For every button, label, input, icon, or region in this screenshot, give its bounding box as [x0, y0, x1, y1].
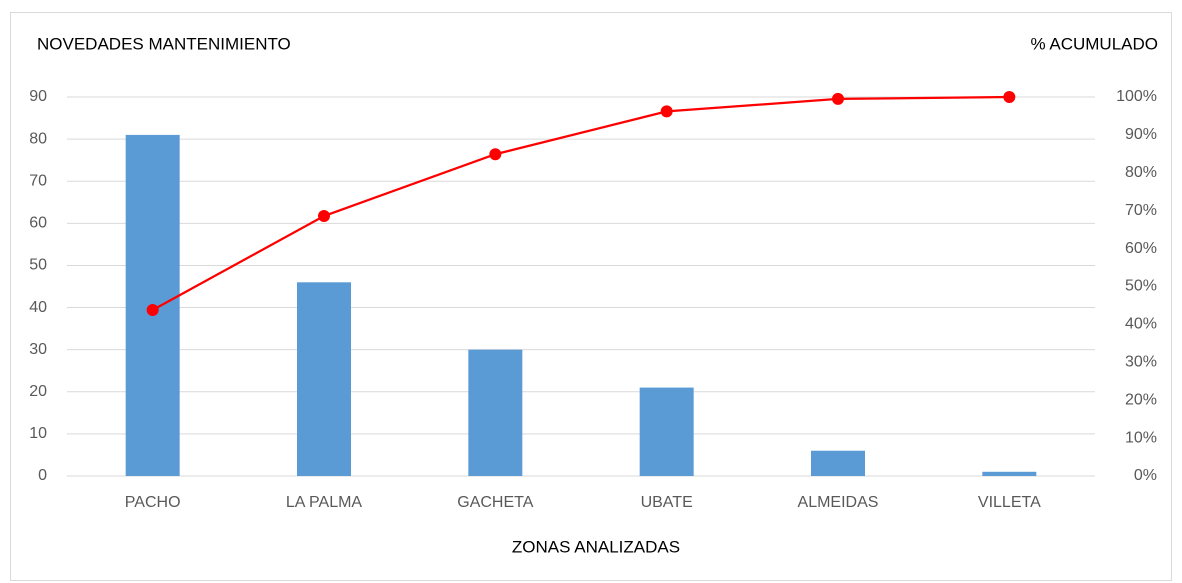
x-axis-title: ZONAS ANALIZADAS: [512, 537, 680, 556]
y2-tick-label: 90%: [1125, 126, 1157, 143]
y-tick-label: 40: [29, 299, 47, 316]
x-tick-label: ALMEIDAS: [798, 494, 879, 511]
y2-tick-label: 100%: [1116, 88, 1157, 105]
x-tick-label: LA PALMA: [286, 494, 363, 511]
y2-axis-title: % ACUMULADO: [1030, 34, 1158, 53]
cumulative-point: [832, 92, 844, 105]
y-tick-label: 20: [29, 383, 47, 400]
cumulative-point: [1003, 91, 1016, 103]
y-tick-label: 10: [29, 425, 47, 442]
chart-border: [10, 12, 1172, 581]
y-tick-label: 70: [29, 172, 47, 189]
y-tick-label: 60: [29, 215, 47, 232]
y-tick-label: 0: [38, 467, 47, 484]
y2-tick-label: 0%: [1134, 467, 1157, 484]
y-axis-title: NOVEDADES MANTENIMIENTO: [37, 34, 291, 53]
y2-tick-label: 50%: [1125, 278, 1157, 295]
y2-tick-label: 80%: [1125, 164, 1157, 181]
bar: [297, 282, 351, 476]
y-tick-label: 50: [29, 257, 47, 274]
bar: [811, 450, 865, 476]
y-tick-label: 30: [29, 341, 47, 358]
x-tick-label: PACHO: [125, 494, 181, 511]
cumulative-point: [318, 210, 330, 223]
bar: [468, 349, 523, 476]
y2-tick-label: 10%: [1125, 429, 1157, 446]
y2-tick-label: 40%: [1125, 316, 1157, 333]
y2-tick-label: 30%: [1125, 354, 1157, 371]
bar: [982, 471, 1037, 476]
x-tick-label: UBATE: [641, 494, 693, 511]
y2-tick-label: 70%: [1125, 202, 1157, 219]
bar: [639, 387, 694, 476]
cumulative-point: [489, 148, 502, 161]
cumulative-line: [152, 95, 1010, 311]
y-tick-label: 80: [29, 130, 47, 147]
y2-tick-label: 20%: [1125, 391, 1157, 408]
y-tick-label: 90: [29, 88, 47, 105]
y2-tick-label: 60%: [1125, 240, 1157, 257]
x-tick-label: GACHETA: [457, 494, 533, 511]
cumulative-point: [660, 105, 673, 118]
cumulative-point: [146, 303, 159, 316]
x-tick-label: VILLETA: [978, 494, 1041, 511]
